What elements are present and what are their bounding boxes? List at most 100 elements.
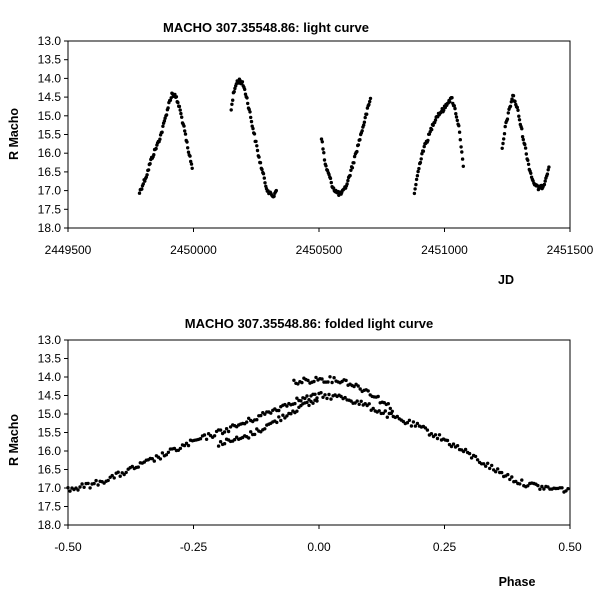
data-point xyxy=(249,430,253,434)
data-point xyxy=(352,384,356,389)
data-point xyxy=(182,443,187,448)
data-point xyxy=(299,399,303,403)
data-point xyxy=(252,132,257,136)
y-tick-label: 13.0 xyxy=(38,333,62,347)
data-point xyxy=(160,130,164,134)
data-point xyxy=(245,420,249,424)
data-point xyxy=(425,428,430,432)
data-point xyxy=(368,96,373,101)
data-point xyxy=(524,152,528,156)
data-point xyxy=(186,443,191,448)
data-point xyxy=(277,415,281,419)
x-tick-label: 2450000 xyxy=(170,243,217,257)
data-point xyxy=(164,453,169,457)
data-point xyxy=(182,124,186,128)
data-point xyxy=(421,149,426,153)
data-point xyxy=(183,132,188,136)
data-point xyxy=(407,418,412,422)
data-point xyxy=(420,152,424,156)
data-point xyxy=(178,446,183,451)
data-point xyxy=(502,132,507,136)
data-point xyxy=(320,140,324,144)
data-point xyxy=(178,108,182,112)
data-point xyxy=(158,457,163,461)
data-point xyxy=(166,450,171,454)
data-point xyxy=(216,444,221,448)
data-point xyxy=(460,157,465,161)
data-point xyxy=(505,117,510,121)
light-curve-plot-frame xyxy=(67,40,571,229)
data-point xyxy=(158,137,162,141)
data-point xyxy=(358,387,362,391)
data-point xyxy=(442,108,446,112)
data-point xyxy=(295,409,299,413)
data-point xyxy=(508,477,512,482)
data-point xyxy=(320,377,324,381)
data-point xyxy=(415,174,420,178)
data-point xyxy=(518,482,522,486)
data-point xyxy=(416,169,420,174)
data-point xyxy=(350,166,355,170)
data-point xyxy=(381,411,385,415)
y-tick-label: 17.5 xyxy=(38,500,62,514)
data-point xyxy=(423,426,428,430)
data-point xyxy=(233,437,237,442)
data-point xyxy=(150,457,154,461)
x-tick-label: 2450500 xyxy=(296,243,343,257)
data-point xyxy=(411,420,416,424)
data-point xyxy=(486,461,490,465)
data-point xyxy=(520,135,525,139)
data-point xyxy=(363,115,367,120)
data-point xyxy=(315,399,319,403)
data-point xyxy=(367,102,371,107)
data-point xyxy=(469,456,474,460)
data-point xyxy=(357,402,361,406)
data-point xyxy=(292,378,296,382)
data-point xyxy=(110,473,114,478)
data-point xyxy=(279,418,283,423)
data-point xyxy=(327,172,331,177)
y-tick-label: 18.0 xyxy=(38,518,62,532)
data-point xyxy=(362,120,367,124)
data-point xyxy=(258,161,263,165)
data-point xyxy=(321,395,325,399)
data-point xyxy=(321,147,325,151)
data-point xyxy=(306,378,310,383)
data-point xyxy=(323,393,327,397)
data-point xyxy=(189,159,193,164)
data-point xyxy=(247,416,251,420)
y-tick-label: 15.0 xyxy=(38,407,62,421)
y-tick-label: 16.5 xyxy=(38,165,62,179)
data-point xyxy=(417,166,421,171)
data-point xyxy=(285,414,289,418)
data-point xyxy=(218,428,223,432)
data-point xyxy=(185,140,189,144)
data-point xyxy=(371,406,375,411)
data-point xyxy=(358,138,362,142)
data-point xyxy=(467,451,472,456)
data-point xyxy=(180,115,184,119)
data-point xyxy=(212,434,217,438)
data-point xyxy=(319,391,323,395)
data-point xyxy=(140,187,144,191)
data-point xyxy=(68,489,72,493)
data-point xyxy=(415,421,420,426)
data-point xyxy=(455,118,459,123)
data-point xyxy=(311,401,315,405)
data-point xyxy=(198,437,203,441)
data-point xyxy=(136,465,140,469)
data-point xyxy=(88,486,92,490)
data-point xyxy=(426,138,430,143)
data-point xyxy=(162,119,167,123)
data-point xyxy=(189,162,194,166)
data-point xyxy=(433,118,438,122)
data-point xyxy=(542,487,546,491)
data-point xyxy=(325,396,329,401)
light-curve-x-axis-label: JD xyxy=(498,273,514,287)
data-point xyxy=(543,179,547,183)
data-point xyxy=(202,433,207,437)
data-point xyxy=(293,401,297,406)
data-point xyxy=(329,397,333,401)
data-point xyxy=(454,112,458,116)
data-point xyxy=(452,104,456,108)
